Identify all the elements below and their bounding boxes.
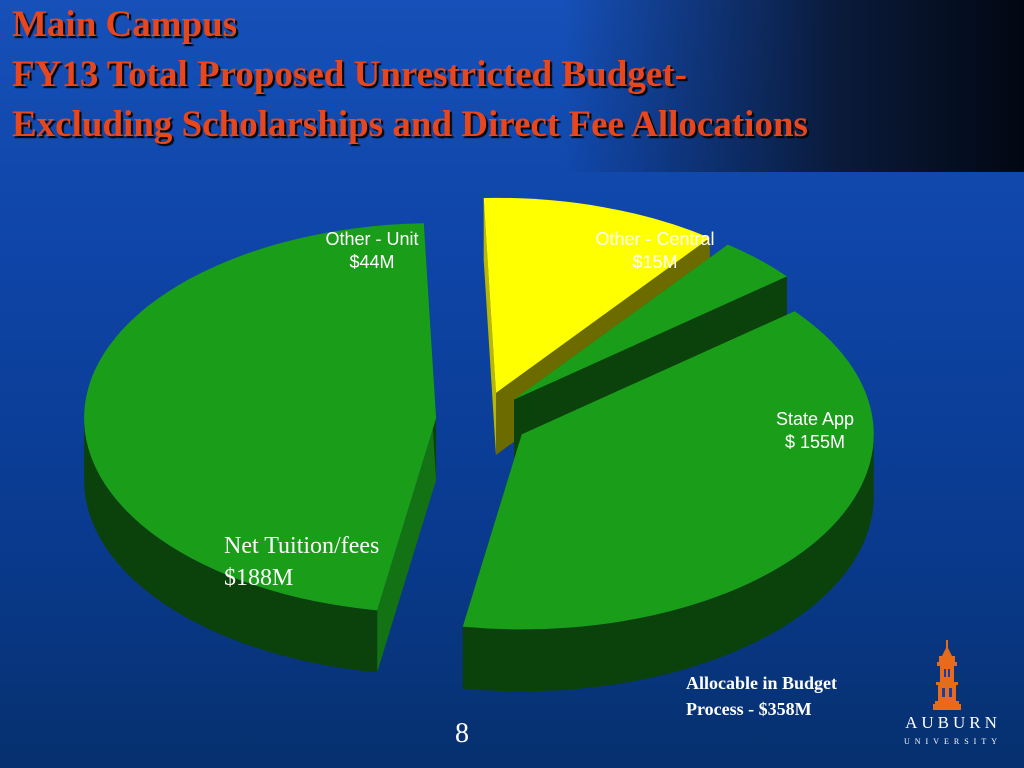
slice-label-name: Other - Unit <box>325 229 419 249</box>
slice-label-value: $15M <box>632 252 678 272</box>
pie-slice-net-tuition-fees-top <box>84 223 437 611</box>
allocable-note-line-1: Allocable in Budget <box>686 673 838 693</box>
slice-label-name: State App <box>775 409 855 429</box>
title-line-1: Main Campus <box>12 4 238 45</box>
pie-slice-other-central-top <box>514 244 787 400</box>
slice-label-value: $ 155M <box>784 432 846 452</box>
slice-label-other-unit: Other - Unit $44M <box>292 228 452 274</box>
header-band <box>0 0 1024 172</box>
logo-name: AUBURN <box>905 713 1001 732</box>
page-title: Main Campus FY13 Total Proposed Unrestri… <box>12 0 1017 150</box>
slice-label-value: $44M <box>349 252 395 272</box>
slice-label-net-tuition: Net Tuition/fees $188M <box>224 530 379 594</box>
page-number: 8 <box>455 718 469 749</box>
slice-label-name: Net Tuition/fees <box>224 533 380 559</box>
slice-label-other-central: Other - Central $15M <box>570 228 740 274</box>
title-line-2: FY13 Total Proposed Unrestricted Budget- <box>12 54 687 95</box>
slice-label-state-app: State App $ 155M <box>745 408 885 454</box>
allocable-note-line-2: Process - $358M <box>686 699 812 719</box>
pie-slice-other-unit-top <box>483 197 710 393</box>
slice-label-value: $188M <box>224 565 294 591</box>
allocable-note: Allocable in Budget Process - $358M <box>686 670 837 722</box>
auburn-logo: AUBURN UNIVERSITY <box>904 640 1002 746</box>
slice-label-name: Other - Central <box>595 229 715 249</box>
logo-subtitle: UNIVERSITY <box>904 737 1002 746</box>
pie-slice-state-app-top <box>462 311 874 630</box>
auburn-tower-icon <box>933 640 961 710</box>
pie-slice-net-tuition-fees-outer-wall <box>84 418 378 673</box>
pie-slice-net-tuition-fees <box>84 223 437 673</box>
pie-slice-other-unit-cut-face <box>483 197 496 455</box>
title-line-3: Excluding Scholarships and Direct Fee Al… <box>12 104 808 145</box>
pie-slice-state-app <box>462 311 874 692</box>
pie-slice-net-tuition-fees-cut-face <box>377 418 437 673</box>
pie-slice-state-app-outer-wall <box>462 434 874 692</box>
